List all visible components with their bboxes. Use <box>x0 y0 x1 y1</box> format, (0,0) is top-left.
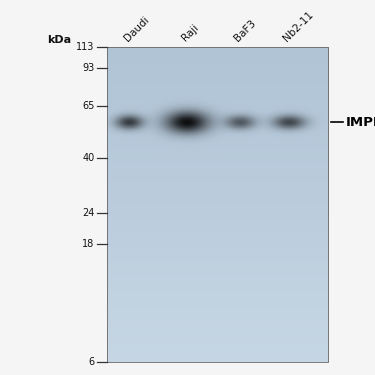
Text: 65: 65 <box>82 101 94 111</box>
Text: kDa: kDa <box>47 35 71 45</box>
Text: 6: 6 <box>88 357 94 367</box>
Text: 18: 18 <box>82 239 94 249</box>
Text: Daudi: Daudi <box>122 14 151 43</box>
Text: Raji: Raji <box>180 22 200 43</box>
Text: 93: 93 <box>82 63 94 73</box>
Text: Nb2-11: Nb2-11 <box>281 9 315 43</box>
Text: 40: 40 <box>82 153 94 163</box>
Text: BaF3: BaF3 <box>232 18 258 43</box>
Text: 24: 24 <box>82 208 94 218</box>
Text: IMPDH2: IMPDH2 <box>346 116 375 129</box>
Text: 113: 113 <box>76 42 94 52</box>
Bar <box>107 47 328 362</box>
